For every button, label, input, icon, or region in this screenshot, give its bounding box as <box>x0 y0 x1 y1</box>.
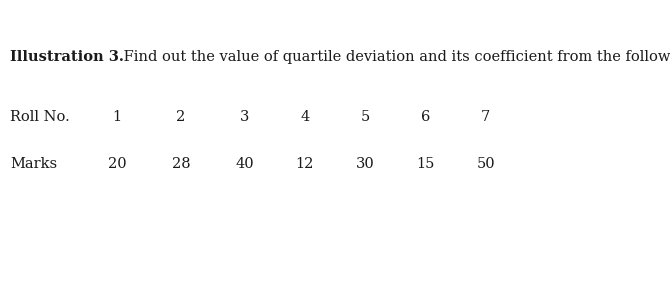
Text: 2: 2 <box>176 110 186 124</box>
Text: 6: 6 <box>421 110 430 124</box>
Text: 1: 1 <box>113 110 122 124</box>
Text: 28: 28 <box>172 157 190 171</box>
Text: 20: 20 <box>108 157 127 171</box>
Text: 12: 12 <box>295 157 314 171</box>
Text: 5: 5 <box>360 110 370 124</box>
Text: 30: 30 <box>356 157 375 171</box>
Text: 15: 15 <box>416 157 435 171</box>
Text: Illustration 3.: Illustration 3. <box>10 50 124 64</box>
Text: 40: 40 <box>235 157 254 171</box>
Text: Roll No.: Roll No. <box>10 110 70 124</box>
Text: 4: 4 <box>300 110 310 124</box>
Text: Find out the value of quartile deviation and its coefficient from the following : Find out the value of quartile deviation… <box>119 50 670 64</box>
Text: 3: 3 <box>240 110 249 124</box>
Text: 7: 7 <box>481 110 490 124</box>
Text: 50: 50 <box>476 157 495 171</box>
Text: Marks: Marks <box>10 157 57 171</box>
